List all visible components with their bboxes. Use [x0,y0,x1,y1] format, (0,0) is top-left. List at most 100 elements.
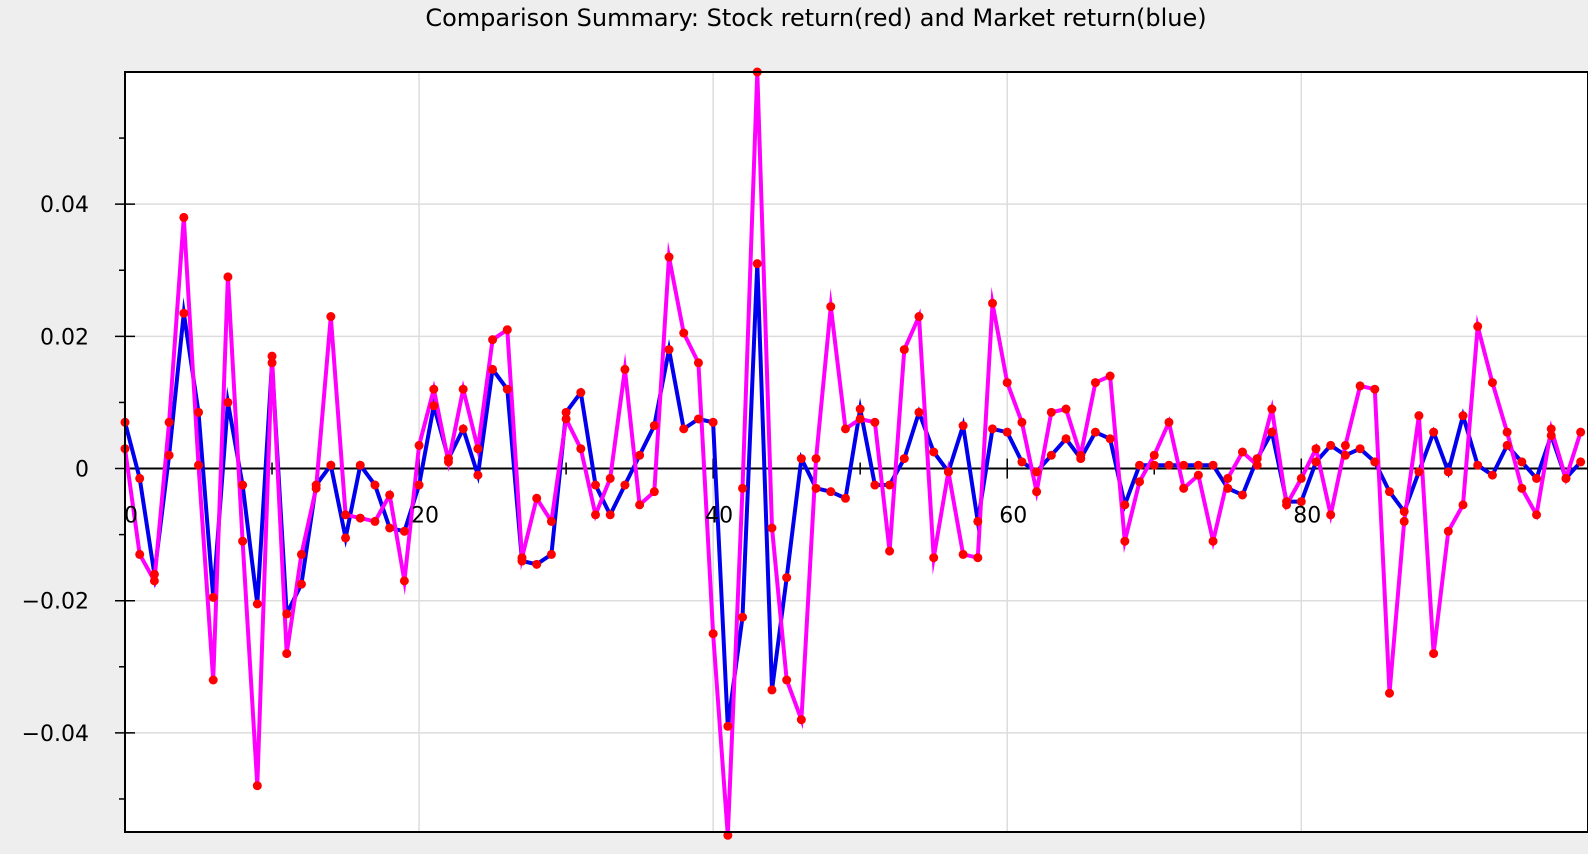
stock-data-point [1399,516,1409,526]
market-data-point [752,259,762,269]
stock-data-point [1105,371,1115,381]
market-data-point [1311,457,1321,467]
market-data-point [664,345,674,355]
y-tick-label: 0.04 [40,193,89,218]
stock-data-point [1414,411,1424,421]
market-data-point [1443,467,1453,477]
stock-data-point [502,325,512,335]
stock-data-point [149,576,159,586]
market-data-point [194,407,204,417]
market-data-point [179,308,189,318]
stock-data-point [488,335,498,345]
stock-data-point [355,513,365,523]
market-data-point [341,533,351,543]
stock-data-point [767,523,777,533]
stock-data-point [1120,536,1130,546]
stock-data-point [282,649,292,659]
stock-data-point [1135,477,1145,487]
market-data-point [1458,411,1468,421]
market-data-point [1017,457,1027,467]
market-data-point [1340,450,1350,460]
market-data-point [1370,457,1380,467]
market-data-point [473,470,483,480]
stock-data-point [899,345,909,355]
stock-data-point [1311,444,1321,454]
stock-data-point [796,715,806,725]
market-data-point [988,424,998,434]
stock-data-point [267,351,277,361]
stock-data-point [1487,378,1497,388]
stock-data-point [1473,321,1483,331]
stock-data-point [1385,688,1395,698]
stock-data-point [517,553,527,563]
plot-frame [124,71,1588,833]
stock-data-point [738,483,748,493]
stock-data-point [1090,378,1100,388]
market-return-line [123,263,1583,727]
market-data-point [488,364,498,374]
stock-data-point [1032,487,1042,497]
market-data-point [591,480,601,490]
market-data-point [561,407,571,417]
market-data-point [414,480,424,490]
market-data-point [899,454,909,464]
market-data-point [370,480,380,490]
x-tick-label: 80 [1293,504,1321,529]
stock-data-point [1429,649,1439,659]
stock-data-point [1208,536,1218,546]
stock-data-point [311,483,321,493]
market-data-point [326,460,336,470]
market-data-point [929,447,939,457]
stock-data-point [811,454,821,464]
market-data-point [958,421,968,431]
market-data-point [135,473,145,483]
stock-data-point [840,424,850,434]
y-tick-label: −0.02 [22,590,89,615]
stock-data-point [679,328,689,338]
stock-data-point [1561,473,1571,483]
stock-data-point [1502,427,1512,437]
market-data-point [164,450,174,460]
stock-data-point [252,781,262,791]
market-data-point [1252,454,1262,464]
market-data-point [223,397,233,407]
market-data-point [1193,460,1203,470]
stock-data-point [1296,473,1306,483]
market-data-point [885,480,895,490]
market-data-point [840,493,850,503]
market-data-point [1414,467,1424,477]
stock-data-point [870,417,880,427]
y-tick-label: 0.02 [40,325,89,350]
stock-data-point [929,553,939,563]
stock-data-point [1340,440,1350,450]
stock-data-point [326,312,336,322]
market-data-point [208,592,218,602]
market-data-point [282,609,292,619]
stock-data-point [1370,384,1380,394]
stock-data-point [443,457,453,467]
stock-data-point [1326,510,1336,520]
stock-data-point [238,536,248,546]
stock-data-point [194,460,204,470]
stock-return-line [123,71,1583,836]
stock-data-point [296,549,306,559]
market-data-point [238,480,248,490]
stock-data-point [1443,526,1453,536]
plot-area [125,72,1588,832]
market-data-point [399,526,409,536]
stock-data-point [1046,407,1056,417]
stock-data-point [988,298,998,308]
market-data-point [1090,427,1100,437]
stock-data-point [1061,404,1071,414]
market-data-point [1473,460,1483,470]
data-markers [120,67,1586,840]
market-data-point [1399,506,1409,516]
stock-data-point [532,493,542,503]
stock-data-point [1458,500,1468,510]
market-data-point [355,460,365,470]
market-data-point [546,549,556,559]
stock-data-point [1517,483,1527,493]
stock-data-point [723,830,733,840]
market-data-point [1576,457,1586,467]
market-data-point [605,510,615,520]
